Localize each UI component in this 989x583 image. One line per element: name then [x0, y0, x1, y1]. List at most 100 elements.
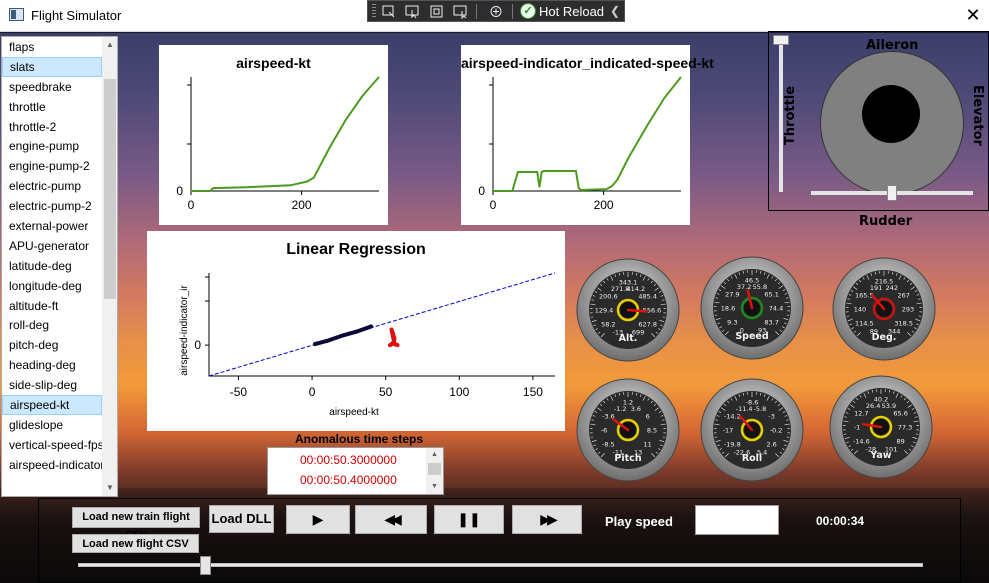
fast-forward-icon: ▶▶ — [540, 511, 557, 527]
live-tree-icon[interactable] — [381, 4, 397, 19]
toolbar-grip-icon[interactable] — [372, 4, 376, 19]
feature-list-scrollbar[interactable]: ▲ ▼ — [102, 37, 117, 496]
feature-list-item[interactable]: slats — [2, 56, 102, 77]
feature-list-item[interactable]: engine-pump-2 — [9, 159, 90, 174]
app-window-icon — [9, 8, 24, 21]
gauge-tick — [907, 332, 912, 337]
throttle-slider-thumb[interactable] — [773, 35, 789, 45]
feature-list-item[interactable]: latitude-deg — [9, 258, 72, 273]
gauge-tick-label: -13 — [613, 328, 624, 336]
feature-list-item[interactable]: glideslope — [9, 417, 64, 432]
feature-list-item[interactable]: heading-deg — [9, 358, 76, 373]
feature-list-item[interactable]: flaps — [9, 40, 35, 54]
rewind-button[interactable]: ◀◀ — [355, 505, 427, 534]
gauge-tick — [647, 398, 650, 401]
gauge-tick-label: 37.2 — [737, 283, 751, 291]
pause-button[interactable]: ❚❚ — [434, 505, 504, 534]
gauge-deg: 191 216.5 242 165.5 267 140 293 114.5 318.5 89 344… — [832, 257, 936, 361]
gauge-tick-label: -11 — [613, 448, 624, 456]
gauge-tick — [782, 289, 786, 291]
gauge-tick — [853, 286, 858, 290]
binding-failures-icon[interactable] — [488, 4, 504, 19]
collapse-toolbar-icon[interactable]: ❮ — [610, 4, 621, 18]
gauge-tick — [650, 400, 653, 404]
gauge-tick — [913, 412, 917, 414]
gauge-tick-label: 93 — [758, 326, 766, 334]
play-speed-input[interactable] — [695, 505, 779, 535]
x-tick-label: 200 — [292, 198, 312, 212]
select-element-icon[interactable] — [405, 4, 421, 19]
gauge-tick — [592, 295, 596, 297]
track-focus-icon[interactable] — [453, 4, 469, 20]
load-dll-button[interactable]: Load DLL — [209, 505, 274, 533]
gauge-tick-label: 129.4 — [595, 307, 614, 315]
feature-list-item[interactable]: electric-pump-2 — [9, 199, 92, 214]
feature-list-item[interactable]: external-power — [9, 219, 89, 234]
hot-reload-label[interactable]: Hot Reload — [539, 4, 605, 19]
hot-reload-check-icon[interactable]: ✓ — [520, 3, 536, 19]
feature-list-item[interactable]: vertical-speed-fps — [9, 437, 102, 452]
y-axis-label: airspeed-indicator_ir — [179, 285, 190, 376]
scroll-up-icon[interactable]: ▲ — [431, 451, 438, 458]
throttle-slider-track[interactable] — [779, 38, 783, 192]
anomaly-row[interactable]: 00:00:50.3000000 — [300, 453, 397, 467]
gauge-tick — [716, 293, 720, 295]
fast-forward-button[interactable]: ▶▶ — [512, 505, 582, 534]
gauge-tick — [723, 403, 727, 407]
scroll-down-icon[interactable]: ▼ — [106, 483, 114, 492]
gauge-tick — [655, 331, 659, 334]
gauge-tick — [782, 326, 785, 329]
display-adorners-icon[interactable] — [429, 4, 445, 19]
gauge-tick — [595, 448, 598, 451]
play-button[interactable]: ▶ — [286, 505, 350, 534]
gauge-tick — [603, 280, 606, 284]
feature-list-item[interactable]: altitude-ft — [9, 298, 59, 313]
gauge-tick — [714, 423, 720, 426]
rudder-slider-thumb[interactable] — [887, 185, 897, 201]
scrollbar-thumb[interactable] — [104, 79, 116, 299]
gauge-tick — [898, 274, 902, 280]
gauge-tick — [856, 332, 861, 337]
scroll-down-icon[interactable]: ▼ — [431, 483, 438, 490]
gauge-tick — [850, 448, 854, 451]
gauge-tick — [591, 419, 594, 421]
timeline-slider-track[interactable] — [78, 563, 923, 567]
feature-list-item[interactable]: throttle — [9, 99, 46, 114]
feature-list-item[interactable]: electric-pump — [9, 179, 82, 194]
close-icon[interactable]: ✕ — [965, 5, 981, 25]
gauge-tick — [717, 444, 720, 447]
debug-toolbar: ✓ Hot Reload ❮ — [367, 0, 625, 22]
gauge-tick — [777, 403, 781, 407]
feature-list-item[interactable]: pitch-deg — [9, 338, 59, 353]
feature-list-item[interactable]: airspeed-indicator_indicated-speed-kt — [9, 457, 102, 472]
play-speed-label: Play speed — [605, 514, 673, 529]
joystick-knob[interactable] — [862, 85, 920, 143]
feature-list-items: flaps slats speedbrake throttle throttle-2 en… — [2, 37, 117, 475]
feature-list-item[interactable]: longitude-deg — [9, 278, 82, 293]
load-train-csv-button[interactable]: Load new train flight CSV — [72, 507, 200, 541]
feature-list-item[interactable]: engine-pump — [9, 139, 80, 154]
feature-list-item[interactable]: throttle-2 — [9, 119, 57, 134]
feature-list-item[interactable]: side-slip-deg — [9, 378, 78, 393]
gauge-tick — [642, 275, 646, 281]
gauge-tick — [593, 444, 596, 447]
gauge-tick-label: 12.7 — [854, 410, 868, 418]
feature-list[interactable]: flaps slats speedbrake throttle throttle-2 en… — [1, 36, 118, 497]
timeline-slider-thumb[interactable] — [199, 556, 211, 575]
anomalies-list[interactable]: 00:00:50.3000000 00:00:50.4000000 ▲ ▼ — [267, 447, 444, 495]
anomalies-scrollbar[interactable]: ▲ ▼ — [426, 448, 443, 494]
gauge-tick-label: -6 — [601, 427, 607, 435]
gauge-tick-label: 627.8 — [638, 320, 657, 328]
scrollbar-thumb[interactable] — [428, 463, 441, 475]
feature-list-item[interactable]: roll-deg — [9, 318, 50, 333]
gauge-tick — [866, 274, 870, 280]
gauge-tick-label: 267 — [897, 292, 909, 300]
feature-list-item[interactable]: airspeed-kt — [2, 395, 102, 415]
load-flight-csv-button[interactable]: Load new flight CSV — [72, 534, 199, 553]
gauge-tick — [759, 392, 762, 396]
x-tick-label: 100 — [449, 385, 469, 399]
feature-list-item[interactable]: speedbrake — [9, 79, 72, 94]
anomaly-row[interactable]: 00:00:50.4000000 — [300, 473, 397, 487]
scroll-up-icon[interactable]: ▲ — [106, 40, 114, 49]
feature-list-item[interactable]: APU-generator — [9, 238, 90, 253]
